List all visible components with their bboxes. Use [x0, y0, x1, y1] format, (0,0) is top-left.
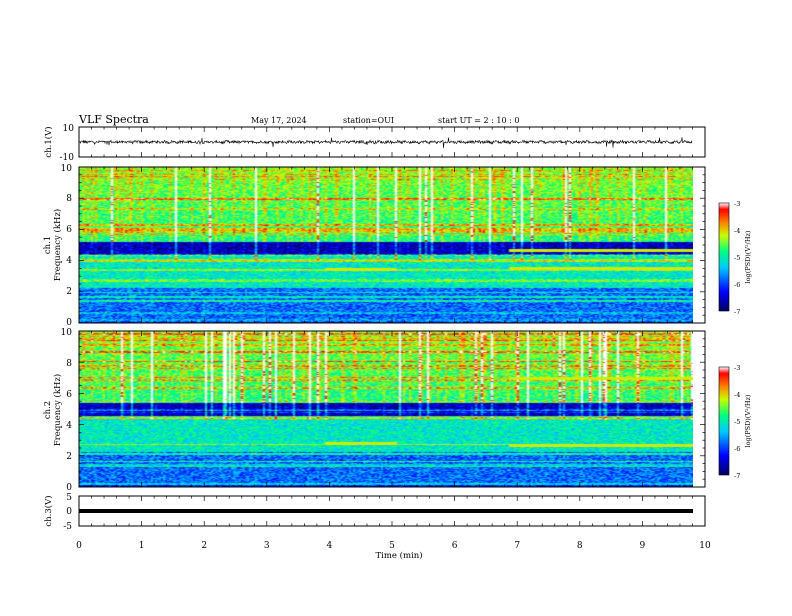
ch1-colorbar-ticks: -3 -4 -5 -6 -7 [734, 200, 740, 316]
ch2-spectrogram-panel: 0 2 4 6 8 10 ch.2 Frequency (kHz) -3 -4 … [43, 328, 752, 493]
ch2-cb-tick-m4: -4 [734, 391, 740, 399]
ch1-spec-ytick-8: 8 [66, 194, 72, 204]
ch1-cb-tick-m5: -5 [734, 254, 740, 262]
x-tick-label: 10 [699, 541, 711, 551]
ch1-wave-ylabel: ch.1(V) [43, 126, 54, 157]
ch3-wave-ytick-0: 0 [66, 507, 72, 517]
ch3-waveform-panel: 5 0 -5 ch.3(V) [43, 493, 706, 532]
x-tick-label: 5 [389, 541, 395, 551]
ch2-spec-yticklabels: 0 2 4 6 8 10 [61, 328, 73, 493]
ch2-spec-ytick-4: 4 [66, 421, 72, 431]
ch1-wave-ytick-top: 10 [63, 124, 75, 134]
ch2-spec-ticks [78, 330, 706, 488]
ch1-waveform-trace [79, 137, 693, 149]
ch1-spec-ytick-4: 4 [66, 256, 72, 266]
ch1-spec-ylabel-frequency: Frequency (kHz) [52, 209, 63, 281]
ch1-cb-tick-m6: -6 [734, 281, 740, 289]
ch1-spec-ticks [78, 166, 706, 324]
ch2-spec-ytick-0: 0 [66, 483, 72, 493]
ch1-colorbar [718, 202, 730, 312]
ch3-waveform-trace [79, 509, 693, 513]
x-tick-label: 9 [640, 541, 646, 551]
ch1-spectrogram-image [79, 167, 693, 323]
x-tick-label: 8 [577, 541, 583, 551]
x-tick-label: 2 [201, 541, 207, 551]
ch1-wave-xticks [78, 127, 706, 157]
x-tick-label: 7 [514, 541, 520, 551]
ch3-wave-ytick-m5: -5 [63, 522, 72, 532]
x-tick-label: 1 [139, 541, 145, 551]
ch2-spectrogram-image [79, 331, 693, 487]
ch2-spec-ytick-8: 8 [66, 359, 72, 369]
ch1-cb-tick-m3: -3 [734, 200, 740, 208]
ch1-spec-ytick-0: 0 [66, 318, 72, 328]
ch2-spec-ytick-10: 10 [61, 328, 73, 338]
header-station: station=OUI [343, 116, 394, 125]
ch1-cb-tick-m4: -4 [734, 227, 740, 235]
ch1-spec-ylabel-channel: ch.1 [43, 236, 53, 254]
ch2-colorbar-label: log(PSD)(V²/Hz) [744, 394, 752, 447]
x-tick-label: 0 [76, 541, 82, 551]
ch2-spec-ylabel-frequency: Frequency (kHz) [52, 374, 63, 446]
ch2-spec-ytick-6: 6 [66, 390, 72, 400]
ch2-colorbar-ticks: -3 -4 -5 -6 -7 [734, 364, 740, 480]
ch3-wave-ytick-5: 5 [66, 493, 72, 503]
ch2-colorbar [718, 366, 730, 476]
ch2-cb-tick-m5: -5 [734, 418, 740, 426]
x-axis-ticklabels: 0 1 2 3 4 5 6 7 8 9 10 [76, 541, 711, 551]
ch2-spec-ytick-2: 2 [66, 452, 72, 462]
ch1-waveform-panel: 10 -10 ch.1(V) [43, 124, 706, 163]
x-tick-label: 3 [264, 541, 270, 551]
ch1-spectrogram-panel: 0 2 4 6 8 10 ch.1 Frequency (kHz) -3 -4 … [43, 164, 752, 328]
ch3-wave-ylabel: ch.3(V) [43, 495, 54, 526]
x-tick-label: 6 [452, 541, 458, 551]
ch1-spec-yticklabels: 0 2 4 6 8 10 [61, 164, 73, 328]
ch1-wave-ytick-bottom: -10 [60, 153, 75, 163]
x-axis-label: Time (min) [375, 550, 422, 561]
figure-title: VLF Spectra [78, 113, 149, 126]
header-start-time: start UT = 2 : 10 : 0 [438, 116, 519, 125]
ch2-spec-ylabel-channel: ch.2 [43, 401, 53, 419]
x-tick-label: 4 [327, 541, 333, 551]
ch1-colorbar-label: log(PSD)(V²/Hz) [744, 230, 752, 283]
ch2-cb-tick-m3: -3 [734, 364, 740, 372]
ch1-spec-ytick-6: 6 [66, 225, 72, 235]
ch3-wave-xticks [78, 496, 706, 526]
ch2-cb-tick-m7: -7 [734, 472, 740, 480]
ch2-cb-tick-m6: -6 [734, 445, 740, 453]
header-date: May 17, 2024 [251, 116, 307, 125]
ch1-spec-ytick-2: 2 [66, 287, 72, 297]
ch1-cb-tick-m7: -7 [734, 308, 740, 316]
ch1-spec-ytick-10: 10 [61, 164, 73, 174]
